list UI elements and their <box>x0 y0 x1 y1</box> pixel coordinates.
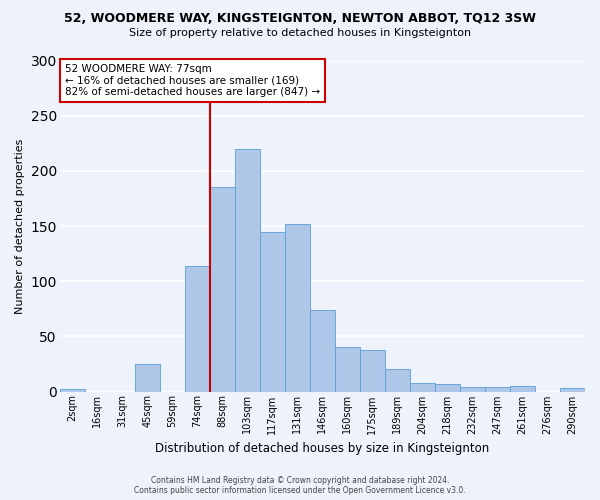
Bar <box>385 370 410 392</box>
Bar <box>360 350 385 392</box>
Bar <box>485 387 510 392</box>
Bar <box>560 388 585 392</box>
Bar <box>210 188 235 392</box>
Bar <box>335 348 360 392</box>
Bar <box>310 310 335 392</box>
Text: 52 WOODMERE WAY: 77sqm
← 16% of detached houses are smaller (169)
82% of semi-de: 52 WOODMERE WAY: 77sqm ← 16% of detached… <box>65 64 320 97</box>
X-axis label: Distribution of detached houses by size in Kingsteignton: Distribution of detached houses by size … <box>155 442 490 455</box>
Bar <box>435 384 460 392</box>
Bar <box>185 266 210 392</box>
Bar <box>60 390 85 392</box>
Text: Size of property relative to detached houses in Kingsteignton: Size of property relative to detached ho… <box>129 28 471 38</box>
Bar <box>135 364 160 392</box>
Bar <box>410 382 435 392</box>
Bar <box>510 386 535 392</box>
Bar <box>460 387 485 392</box>
Bar <box>285 224 310 392</box>
Text: 52, WOODMERE WAY, KINGSTEIGNTON, NEWTON ABBOT, TQ12 3SW: 52, WOODMERE WAY, KINGSTEIGNTON, NEWTON … <box>64 12 536 26</box>
Text: Contains HM Land Registry data © Crown copyright and database right 2024.
Contai: Contains HM Land Registry data © Crown c… <box>134 476 466 495</box>
Bar <box>235 149 260 392</box>
Bar <box>260 232 285 392</box>
Y-axis label: Number of detached properties: Number of detached properties <box>15 138 25 314</box>
